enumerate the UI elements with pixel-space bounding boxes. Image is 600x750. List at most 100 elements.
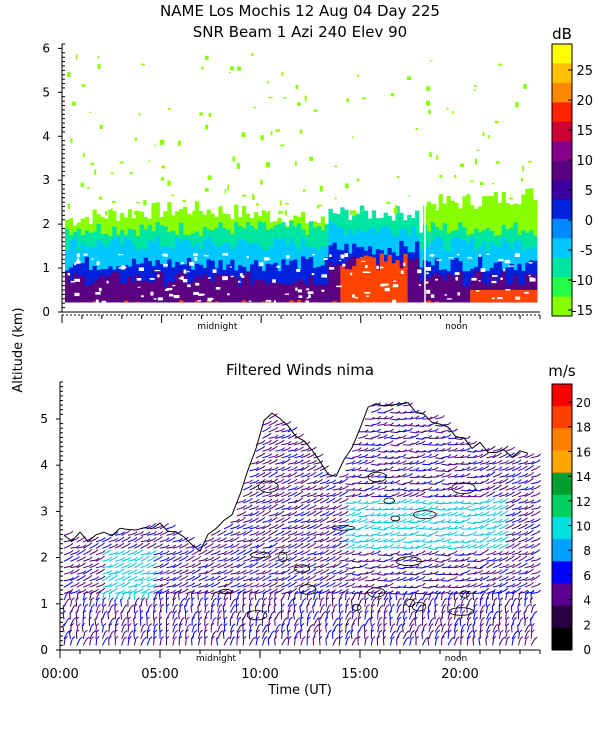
wind-barb xyxy=(371,409,379,413)
wind-barb xyxy=(492,632,496,640)
wind-barb xyxy=(281,430,289,433)
wind-barb-flag xyxy=(504,568,509,572)
wind-barb-flag xyxy=(133,590,137,594)
wind-barb xyxy=(383,580,392,582)
wind-barb-flag xyxy=(91,623,95,627)
wind-barb-flag xyxy=(364,459,368,463)
wind-barb-flag xyxy=(159,629,163,633)
snr-column xyxy=(175,274,180,303)
wind-barb xyxy=(108,564,116,569)
wind-barb-flag xyxy=(498,484,502,488)
wind-barb-flag xyxy=(377,428,381,432)
wind-barb-flag xyxy=(205,623,209,626)
wind-barb xyxy=(281,518,289,523)
wind-barb xyxy=(242,638,245,646)
wind-barb xyxy=(281,480,289,485)
snr-column xyxy=(478,271,483,303)
wind-barb-flag xyxy=(223,575,227,579)
wind-barb xyxy=(486,486,493,491)
snr-gap xyxy=(222,253,228,256)
wind-barb-flag xyxy=(185,636,190,639)
wind-barb xyxy=(178,612,180,620)
wind-barb-flag xyxy=(236,549,240,553)
wind-barb-flag xyxy=(140,569,144,573)
wind-barb xyxy=(358,461,366,465)
wind-barb xyxy=(415,442,423,446)
wind-barb xyxy=(255,591,263,595)
wind-barb xyxy=(409,619,414,627)
wind-barb-flag xyxy=(293,555,298,559)
wind-barb-flag xyxy=(428,544,433,548)
wind-barb xyxy=(82,599,85,607)
wind-barb xyxy=(159,638,162,646)
snr-gap xyxy=(265,299,272,302)
wind-barb-flag xyxy=(128,589,132,593)
snr-gap xyxy=(149,278,155,280)
wind-barb xyxy=(76,638,81,646)
wind-barb xyxy=(198,559,206,562)
snr-gap xyxy=(311,254,315,256)
wind-barb-flag xyxy=(281,517,285,520)
wind-barb xyxy=(159,539,167,543)
snr-speck xyxy=(192,210,197,217)
wind-barb xyxy=(89,551,97,556)
wind-barb xyxy=(415,552,423,556)
wind-barb xyxy=(76,558,84,562)
wind-barb-flag xyxy=(256,636,261,639)
wind-barb-flag xyxy=(123,623,127,627)
wind-barb xyxy=(275,422,283,426)
wind-barb xyxy=(396,613,401,620)
wind-barb-flag xyxy=(121,557,125,560)
wind-barb-flag xyxy=(312,568,317,572)
wind-barb xyxy=(318,625,321,633)
wind-barb xyxy=(492,591,500,595)
wind-barb xyxy=(185,551,193,556)
wind-barb xyxy=(261,593,265,601)
snr-speck xyxy=(278,210,281,215)
wind-barb-flag xyxy=(467,454,471,457)
wind-barb-flag xyxy=(121,582,125,586)
snr-speck xyxy=(160,177,165,181)
snr-column xyxy=(198,278,203,303)
wind-barb-flag xyxy=(287,536,291,539)
wind-barb-flag xyxy=(108,583,113,587)
wind-barb xyxy=(147,539,154,543)
wind-barb xyxy=(319,599,322,607)
wind-barb xyxy=(236,631,239,640)
wind-barb xyxy=(447,521,456,523)
wind-barb-flag xyxy=(282,629,286,633)
wind-barb-flag xyxy=(325,574,329,578)
wind-barb-flag xyxy=(384,610,388,613)
snr-gap xyxy=(350,272,353,276)
wind-barb-flag xyxy=(143,591,147,595)
wind-barb xyxy=(479,488,487,491)
snr-speck xyxy=(260,179,263,185)
wind-barb xyxy=(454,534,462,536)
wind-barb xyxy=(511,538,519,543)
wind-barb xyxy=(300,612,303,620)
wind-barb-flag xyxy=(405,636,410,640)
wind-barb xyxy=(299,606,302,614)
wind-barb xyxy=(294,591,302,595)
wind-barb-flag xyxy=(390,556,394,560)
wind-barb-flag xyxy=(252,636,256,640)
snr-gap xyxy=(141,295,144,298)
wind-barb-flag xyxy=(249,498,253,501)
wind-barb xyxy=(441,509,449,511)
wind-barb xyxy=(114,612,117,620)
wind-barb xyxy=(383,532,391,536)
wind-barb xyxy=(358,519,366,523)
wind-barb xyxy=(204,558,212,562)
wind-barb-flag xyxy=(256,499,260,502)
wind-barb xyxy=(307,487,314,491)
snr-gap xyxy=(376,265,379,269)
wind-barb-flag xyxy=(140,562,144,565)
wind-barb xyxy=(217,564,225,569)
wind-barb-flag xyxy=(319,544,324,547)
wind-barb xyxy=(428,495,436,498)
snr-column xyxy=(135,301,141,303)
wind-barb xyxy=(441,435,449,439)
wind-barb xyxy=(319,507,327,510)
snr-gap xyxy=(467,257,473,259)
wind-barb xyxy=(242,551,250,556)
